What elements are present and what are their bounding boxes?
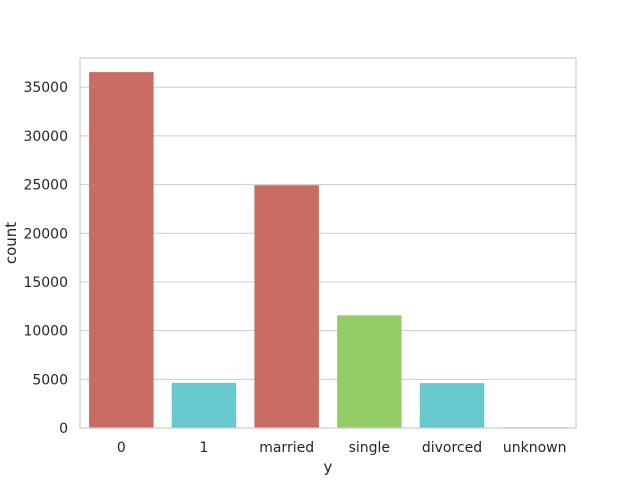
bar-divorced [419,383,485,428]
gridlines [80,86,576,429]
y-tick-label: 25000 [23,178,68,194]
bar-married [254,185,319,428]
bar-1 [171,382,237,428]
x-tick-label: unknown [503,440,567,456]
x-tick-label: married [259,440,314,456]
bar-0 [89,72,154,429]
x-tick-label: 0 [117,440,126,456]
y-tick-label: 20000 [23,226,68,242]
plot-frame [79,57,577,429]
y-tick-labels: 0 5000 10000 15000 20000 25000 30000 35000 [23,80,68,437]
bars [89,72,567,429]
bar-single [337,315,402,428]
x-tick-label: single [349,440,390,456]
y-tick-label: 35000 [23,80,68,96]
x-axis-label: y [324,458,333,476]
x-tick-label: 1 [200,440,209,456]
y-axis-label: count [2,222,20,264]
x-tick-labels: 0 1 married single divorced unknown [117,440,567,456]
x-tick-label: divorced [422,440,482,456]
y-tick-label: 30000 [23,129,68,145]
y-tick-label: 0 [59,421,68,437]
y-tick-label: 5000 [32,372,68,388]
y-tick-label: 10000 [23,324,68,340]
y-tick-label: 15000 [23,275,68,291]
